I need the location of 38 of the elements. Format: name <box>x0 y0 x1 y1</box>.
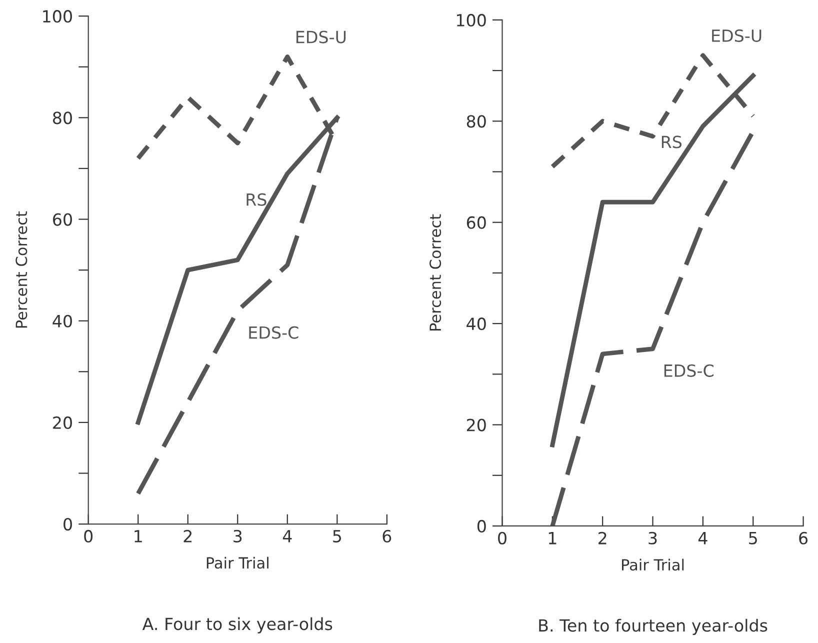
y-axis-title: Percent Correct <box>16 211 28 328</box>
x-tick-label: 3 <box>648 532 657 544</box>
y-tick-label: 20 <box>53 416 72 430</box>
series-label: RS <box>246 193 266 206</box>
x-tick-label: 6 <box>382 530 392 542</box>
series-label: EDS-C <box>249 326 298 339</box>
series-label: EDS-C <box>664 364 714 377</box>
y-tick-label: 100 <box>43 10 72 23</box>
y-tick-label: 80 <box>466 115 486 128</box>
series-label: EDS-U <box>296 30 346 44</box>
y-tick-label: 0 <box>64 518 72 531</box>
x-tick-label: 4 <box>282 530 292 542</box>
series-label: RS <box>662 136 682 148</box>
x-tick-label: 4 <box>698 532 708 544</box>
x-tick-label: 2 <box>184 530 192 542</box>
x-tick-label: 0 <box>498 532 506 544</box>
y-tick-label: 100 <box>456 14 486 26</box>
y-tick-label: 40 <box>52 314 72 328</box>
y-tick-label: 20 <box>466 418 486 432</box>
y-axis-title: Percent Correct <box>430 214 442 330</box>
y-tick-label: 40 <box>466 318 486 330</box>
x-tick-label: 1 <box>134 530 142 542</box>
x-tick-label: 5 <box>333 530 341 542</box>
x-tick-label: 2 <box>598 532 606 544</box>
x-tick-label: 0 <box>84 530 93 542</box>
y-tick-label: 80 <box>52 112 72 124</box>
x-tick-label: 5 <box>749 532 757 544</box>
x-tick-label: 6 <box>799 532 808 544</box>
series-label: EDS-U <box>712 29 762 42</box>
y-tick-label: 60 <box>466 216 486 229</box>
x-tick-label: 3 <box>234 530 242 542</box>
y-tick-label: 0 <box>477 520 486 533</box>
x-axis-title: Pair Trial <box>622 558 684 571</box>
x-tick-label: 1 <box>548 532 556 544</box>
text: B. Ten to fourteen year-olds <box>539 618 768 635</box>
text: A. Four to six year-olds <box>142 617 332 634</box>
x-axis-title: Pair Trial <box>206 556 268 569</box>
y-tick-label: 60 <box>53 213 72 226</box>
